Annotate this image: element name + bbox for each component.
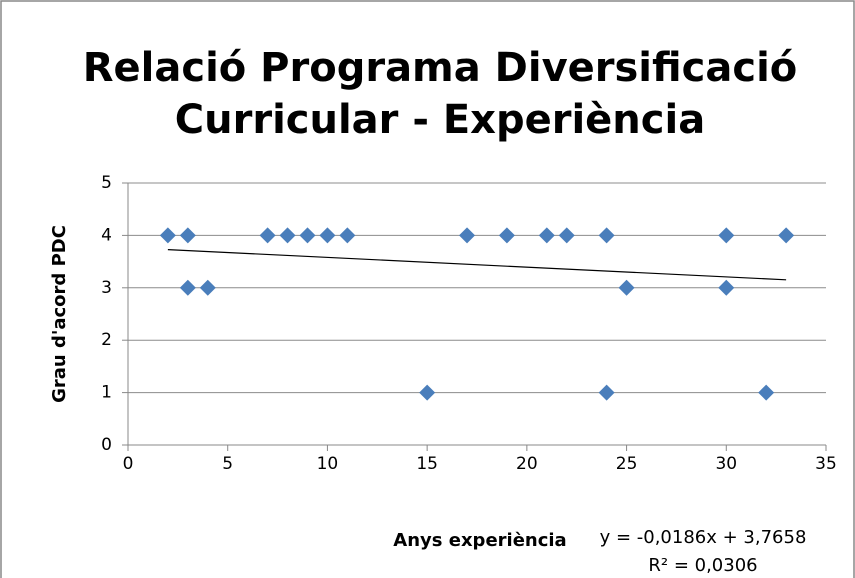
r-squared: R² = 0,0306 [648,555,757,576]
y-axis-label: Grau d'acord PDC [49,225,70,403]
data-point [319,227,336,244]
data-point [459,227,476,244]
data-point [339,227,356,244]
data-point [179,279,196,296]
y-tick-label: 5 [101,173,112,193]
data-point [159,227,176,244]
y-tick-label: 1 [101,383,112,403]
data-point [498,227,515,244]
x-tick-label: 25 [616,454,638,474]
y-tick-label: 2 [101,330,112,350]
data-point [758,384,775,401]
x-tick-label: 0 [123,454,134,474]
data-point [259,227,276,244]
data-point [598,384,615,401]
data-point [279,227,296,244]
data-point [618,279,635,296]
chart-title: Curricular - Experiència [175,97,705,143]
x-tick-label: 30 [715,454,737,474]
x-axis-label: Anys experiència [393,530,566,551]
x-tick-label: 20 [516,454,538,474]
data-point [718,279,735,296]
x-tick-label: 10 [317,454,339,474]
data-point [538,227,555,244]
y-tick-label: 3 [101,278,112,298]
data-point [718,227,735,244]
trendline [167,249,787,281]
data-point [558,227,575,244]
data-point [299,227,316,244]
x-tick-label: 15 [416,454,438,474]
trendline-equation: y = -0,0186x + 3,7658 [600,527,807,548]
data-point [778,227,795,244]
x-tick-label: 5 [222,454,233,474]
data-point [179,227,196,244]
data-point [419,384,436,401]
y-tick-label: 4 [101,225,112,245]
data-point [199,279,216,296]
x-tick-label: 35 [815,454,837,474]
chart-title: Relació Programa Diversificació [83,45,798,91]
y-tick-label: 0 [101,435,112,455]
data-point [598,227,615,244]
